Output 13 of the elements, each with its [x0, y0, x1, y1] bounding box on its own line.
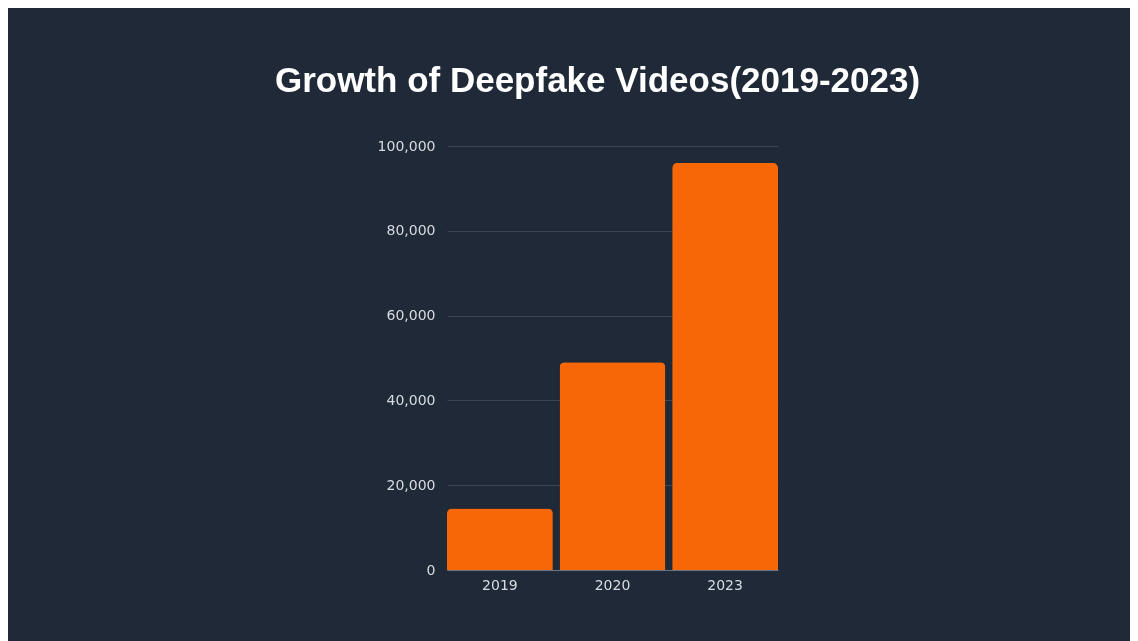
- x-tick-label: 2020: [594, 576, 631, 593]
- y-tick-label: 80,000: [386, 222, 436, 239]
- y-tick-label: 0: [426, 561, 436, 578]
- y-tick-label: 20,000: [386, 476, 436, 493]
- x-tick-label: 2023: [707, 576, 743, 593]
- bar: [447, 508, 553, 570]
- bar: [559, 362, 666, 570]
- y-tick-label: 100,000: [377, 137, 436, 154]
- bar: [672, 162, 778, 570]
- x-tick-label: 2019: [482, 576, 518, 593]
- y-tick-label: 40,000: [386, 391, 436, 408]
- chart-title: Growth of Deepfake Videos(2019-2023): [274, 60, 921, 99]
- y-tick-label: 60,000: [386, 307, 436, 324]
